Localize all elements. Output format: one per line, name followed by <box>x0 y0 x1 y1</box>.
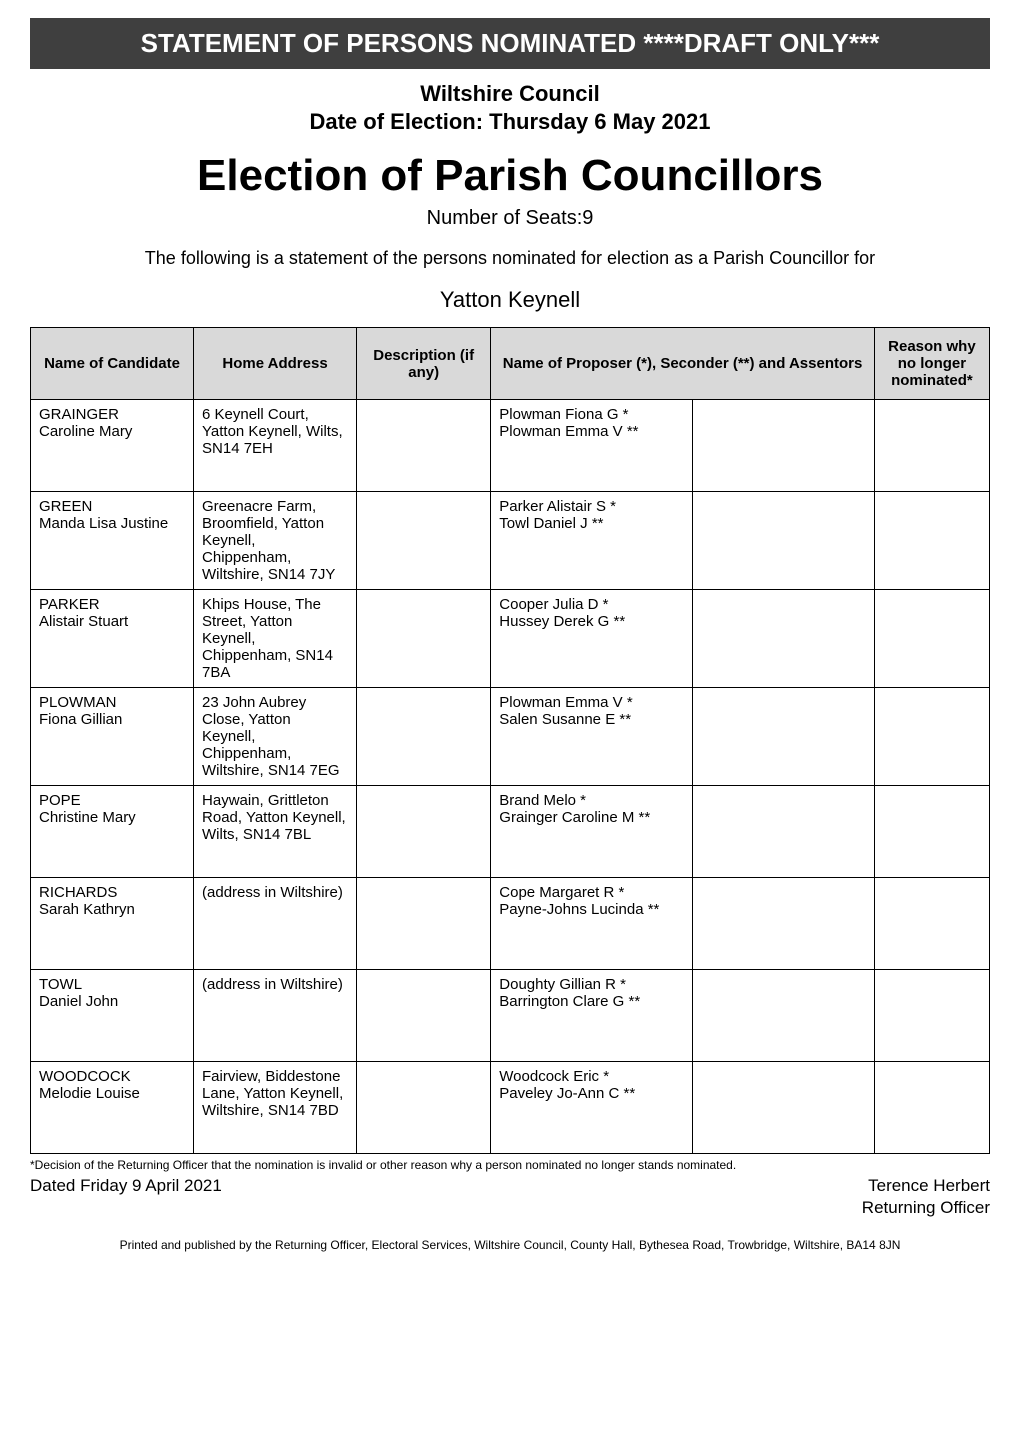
td-reason <box>874 786 989 878</box>
td-proposer-b <box>692 1062 874 1154</box>
table-row: GREEN Manda Lisa JustineGreenacre Farm, … <box>31 492 990 590</box>
td-name: POPE Christine Mary <box>31 786 194 878</box>
th-proposer: Name of Proposer (*), Seconder (**) and … <box>491 328 875 400</box>
td-proposer-b <box>692 492 874 590</box>
td-name: GREEN Manda Lisa Justine <box>31 492 194 590</box>
table-row: POPE Christine MaryHaywain, Grittleton R… <box>31 786 990 878</box>
td-proposer-a: Woodcock Eric * Paveley Jo-Ann C ** <box>491 1062 692 1154</box>
td-address: 23 John Aubrey Close, Yatton Keynell, Ch… <box>194 688 357 786</box>
td-name: PLOWMAN Fiona Gillian <box>31 688 194 786</box>
td-reason <box>874 590 989 688</box>
td-name: PARKER Alistair Stuart <box>31 590 194 688</box>
td-address: Fairview, Biddestone Lane, Yatton Keynel… <box>194 1062 357 1154</box>
td-reason <box>874 970 989 1062</box>
td-reason <box>874 492 989 590</box>
td-description <box>357 786 491 878</box>
table-row: GRAINGER Caroline Mary6 Keynell Court, Y… <box>31 400 990 492</box>
td-proposer-b <box>692 590 874 688</box>
seat-count: Number of Seats:9 <box>30 207 990 230</box>
td-address: Khips House, The Street, Yatton Keynell,… <box>194 590 357 688</box>
td-description <box>357 400 491 492</box>
signed-name: Terence Herbert <box>868 1176 990 1196</box>
election-date-line: Date of Election: Thursday 6 May 2021 <box>30 109 990 135</box>
td-name: RICHARDS Sarah Kathryn <box>31 878 194 970</box>
table-row: WOODCOCK Melodie LouiseFairview, Biddest… <box>31 1062 990 1154</box>
td-proposer-b <box>692 786 874 878</box>
td-reason <box>874 1062 989 1154</box>
td-description <box>357 688 491 786</box>
td-address: (address in Wiltshire) <box>194 970 357 1062</box>
td-proposer-a: Cooper Julia D * Hussey Derek G ** <box>491 590 692 688</box>
td-description <box>357 970 491 1062</box>
td-proposer-a: Plowman Emma V * Salen Susanne E ** <box>491 688 692 786</box>
th-address: Home Address <box>194 328 357 400</box>
td-reason <box>874 688 989 786</box>
td-proposer-a: Plowman Fiona G * Plowman Emma V ** <box>491 400 692 492</box>
main-title: Election of Parish Councillors <box>30 151 990 201</box>
table-row: RICHARDS Sarah Kathryn(address in Wiltsh… <box>31 878 990 970</box>
td-proposer-b <box>692 688 874 786</box>
td-description <box>357 878 491 970</box>
nominations-table: Name of Candidate Home Address Descripti… <box>30 327 990 1154</box>
td-proposer-a: Parker Alistair S * Towl Daniel J ** <box>491 492 692 590</box>
td-description <box>357 492 491 590</box>
print-published-line: Printed and published by the Returning O… <box>30 1238 990 1252</box>
td-address: 6 Keynell Court, Yatton Keynell, Wilts, … <box>194 400 357 492</box>
td-reason <box>874 400 989 492</box>
footnote: *Decision of the Returning Officer that … <box>30 1158 990 1172</box>
th-reason: Reason why no longer nominated* <box>874 328 989 400</box>
banner-title: STATEMENT OF PERSONS NOMINATED ****DRAFT… <box>30 18 990 69</box>
td-description <box>357 590 491 688</box>
table-row: PLOWMAN Fiona Gillian23 John Aubrey Clos… <box>31 688 990 786</box>
area-name: Yatton Keynell <box>30 287 990 313</box>
td-reason <box>874 878 989 970</box>
intro-line: The following is a statement of the pers… <box>30 248 990 269</box>
td-name: TOWL Daniel John <box>31 970 194 1062</box>
td-name: WOODCOCK Melodie Louise <box>31 1062 194 1154</box>
td-name: GRAINGER Caroline Mary <box>31 400 194 492</box>
table-row: TOWL Daniel John(address in Wiltshire) Do… <box>31 970 990 1062</box>
td-proposer-a: Doughty Gillian R * Barrington Clare G *… <box>491 970 692 1062</box>
td-address: Greenacre Farm, Broomfield, Yatton Keyne… <box>194 492 357 590</box>
td-address: (address in Wiltshire) <box>194 878 357 970</box>
table-header-row: Name of Candidate Home Address Descripti… <box>31 328 990 400</box>
td-proposer-b <box>692 878 874 970</box>
table-row: PARKER Alistair StuartKhips House, The S… <box>31 590 990 688</box>
td-address: Haywain, Grittleton Road, Yatton Keynell… <box>194 786 357 878</box>
td-description <box>357 1062 491 1154</box>
dated-line: Dated Friday 9 April 2021 <box>30 1176 222 1196</box>
th-description: Description (if any) <box>357 328 491 400</box>
council-name: Wiltshire Council <box>30 81 990 107</box>
signed-role: Returning Officer <box>30 1198 990 1218</box>
dated-row: Dated Friday 9 April 2021 Terence Herber… <box>30 1176 990 1196</box>
td-proposer-a: Brand Melo * Grainger Caroline M ** <box>491 786 692 878</box>
td-proposer-b <box>692 970 874 1062</box>
td-proposer-a: Cope Margaret R * Payne-Johns Lucinda ** <box>491 878 692 970</box>
td-proposer-b <box>692 400 874 492</box>
th-name: Name of Candidate <box>31 328 194 400</box>
